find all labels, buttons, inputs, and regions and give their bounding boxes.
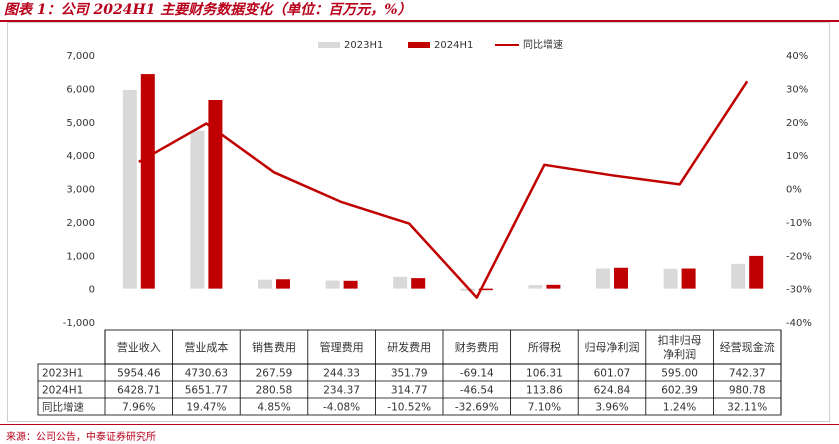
bar-2023h1 bbox=[258, 279, 272, 289]
y-left-tick-label: 3,000 bbox=[66, 185, 95, 196]
bar-2023h1 bbox=[325, 280, 340, 289]
table-category-label: 销售费用 bbox=[252, 340, 296, 354]
table-cell-value: 4.85% bbox=[257, 402, 290, 414]
table-cell-value: 742.37 bbox=[729, 368, 766, 380]
table-category-label: 管理费用 bbox=[320, 340, 364, 354]
table-cell-value: -32.69% bbox=[455, 402, 499, 414]
table-category-label: 经营现金流 bbox=[720, 340, 775, 354]
table-cell-value: -4.08% bbox=[323, 402, 360, 414]
bar-2023h1 bbox=[393, 276, 408, 289]
table-cell-value: 595.00 bbox=[661, 368, 698, 380]
table-row-name: 2023H1 bbox=[42, 368, 83, 380]
table-row-name: 同比增速 bbox=[42, 401, 84, 414]
table-cell-value: 624.84 bbox=[594, 385, 631, 397]
table-cell-value: 32.11% bbox=[727, 402, 767, 414]
table-cell-value: 6428.71 bbox=[117, 385, 160, 397]
bar-2023h1 bbox=[596, 268, 610, 289]
table-cell-value: 5954.46 bbox=[117, 368, 161, 380]
bar-2023h1 bbox=[663, 268, 678, 289]
legend-swatch-2023h1 bbox=[318, 42, 340, 48]
y-right-tick-label: 10% bbox=[786, 151, 808, 162]
table-cell-value: 113.86 bbox=[526, 385, 563, 397]
y-left-tick-label: -1,000 bbox=[63, 318, 95, 329]
y-right-tick-label: -10% bbox=[786, 218, 812, 229]
table-cell-value: 244.33 bbox=[323, 368, 360, 380]
table-cell-value: 4730.63 bbox=[185, 368, 228, 380]
table-cell-value: -69.14 bbox=[460, 368, 494, 380]
yoy-growth-line bbox=[138, 80, 749, 299]
bar-2024h1 bbox=[276, 279, 290, 289]
bar-2024h1 bbox=[546, 284, 561, 289]
combo-chart: -1,000 0 1,000 2,000 3,000 4,000 5,000 6,000 7,0… bbox=[37, 38, 812, 416]
table-category-label: 净利润 bbox=[663, 347, 696, 361]
table-cell-value: 314.77 bbox=[391, 385, 428, 397]
y-left-tick-label: 7,000 bbox=[66, 51, 95, 62]
y-right-tick-label: -20% bbox=[786, 251, 812, 262]
y-left-tick-label: 5,000 bbox=[66, 118, 95, 129]
chart-frame: -1,000 0 1,000 2,000 3,000 4,000 5,000 6,000 7,0… bbox=[7, 22, 830, 422]
bar-2024h1 bbox=[343, 280, 358, 289]
bar-2024h1 bbox=[208, 99, 223, 289]
legend-label-yoy: 同比增速 bbox=[523, 38, 563, 51]
table-cell-value: 267.59 bbox=[256, 368, 293, 380]
legend-label-2024h1: 2024H1 bbox=[434, 40, 473, 51]
bar-2023h1 bbox=[528, 285, 543, 289]
legend-label-2023h1: 2023H1 bbox=[344, 40, 383, 51]
y-left-tick-label: 0 bbox=[89, 285, 95, 296]
bar-2023h1 bbox=[460, 288, 475, 291]
table-row-name: 2024H1 bbox=[42, 385, 83, 397]
table-cell-value: 106.31 bbox=[526, 368, 563, 380]
table-category-label: 营业成本 bbox=[184, 340, 228, 354]
table-category-label: 财务费用 bbox=[455, 340, 499, 354]
table-cell-value: -46.54 bbox=[460, 385, 494, 397]
table-category-label: 所得税 bbox=[528, 340, 561, 354]
y-left-tick-label: 2,000 bbox=[66, 218, 95, 229]
table-category-label: 归母净利润 bbox=[585, 340, 640, 354]
bar-2023h1 bbox=[122, 89, 137, 289]
y-right-tick-label: 20% bbox=[786, 118, 808, 129]
y-right-tick-label: 30% bbox=[786, 84, 808, 95]
table-cell-value: 7.96% bbox=[122, 402, 155, 414]
bar-2024h1 bbox=[681, 268, 696, 289]
table-cell-value: 19.47% bbox=[186, 402, 226, 414]
y-right-tick-label: 0% bbox=[786, 185, 802, 196]
bar-2024h1 bbox=[749, 255, 764, 289]
y-right-tick-label: -40% bbox=[786, 318, 812, 329]
bar-2024h1 bbox=[614, 267, 628, 289]
y-left-tick-label: 1,000 bbox=[66, 251, 95, 262]
title-rule bbox=[0, 20, 839, 22]
y-left-tick-label: 6,000 bbox=[66, 84, 95, 95]
table-cell-value: 5651.77 bbox=[185, 385, 228, 397]
bar-2024h1 bbox=[411, 278, 426, 289]
table-cell-value: 3.96% bbox=[595, 402, 628, 414]
bar-2024h1 bbox=[478, 288, 493, 291]
y-right-tick-label: 40% bbox=[786, 51, 808, 62]
bar-2023h1 bbox=[190, 130, 205, 289]
figure-title: 图表 1：公司 2024H1 主要财务数据变化（单位：百万元，%） bbox=[4, 2, 412, 18]
table-cell-value: 234.37 bbox=[323, 385, 360, 397]
source-note: 来源：公司公告，中泰证券研究所 bbox=[6, 432, 156, 443]
legend-swatch-2024h1 bbox=[408, 42, 430, 48]
table-cell-value: -10.52% bbox=[387, 402, 431, 414]
table-cell-value: 602.39 bbox=[661, 385, 698, 397]
table-cell-value: 351.79 bbox=[391, 368, 428, 380]
table-cell-value: 1.24% bbox=[663, 402, 696, 414]
table-category-label: 研发费用 bbox=[387, 340, 431, 354]
bar-2024h1 bbox=[140, 74, 155, 289]
bar-2023h1 bbox=[731, 263, 746, 289]
table-cell-value: 7.10% bbox=[528, 402, 561, 414]
table-category-label: 营业收入 bbox=[117, 340, 161, 354]
table-cell-value: 601.07 bbox=[594, 368, 631, 380]
table-cell-value: 980.78 bbox=[729, 385, 766, 397]
source-rule bbox=[0, 424, 839, 425]
y-right-tick-label: -30% bbox=[786, 285, 812, 296]
table-cell-value: 280.58 bbox=[256, 385, 293, 397]
y-left-tick-label: 4,000 bbox=[66, 151, 95, 162]
table-category-label: 扣非归母 bbox=[658, 333, 702, 347]
